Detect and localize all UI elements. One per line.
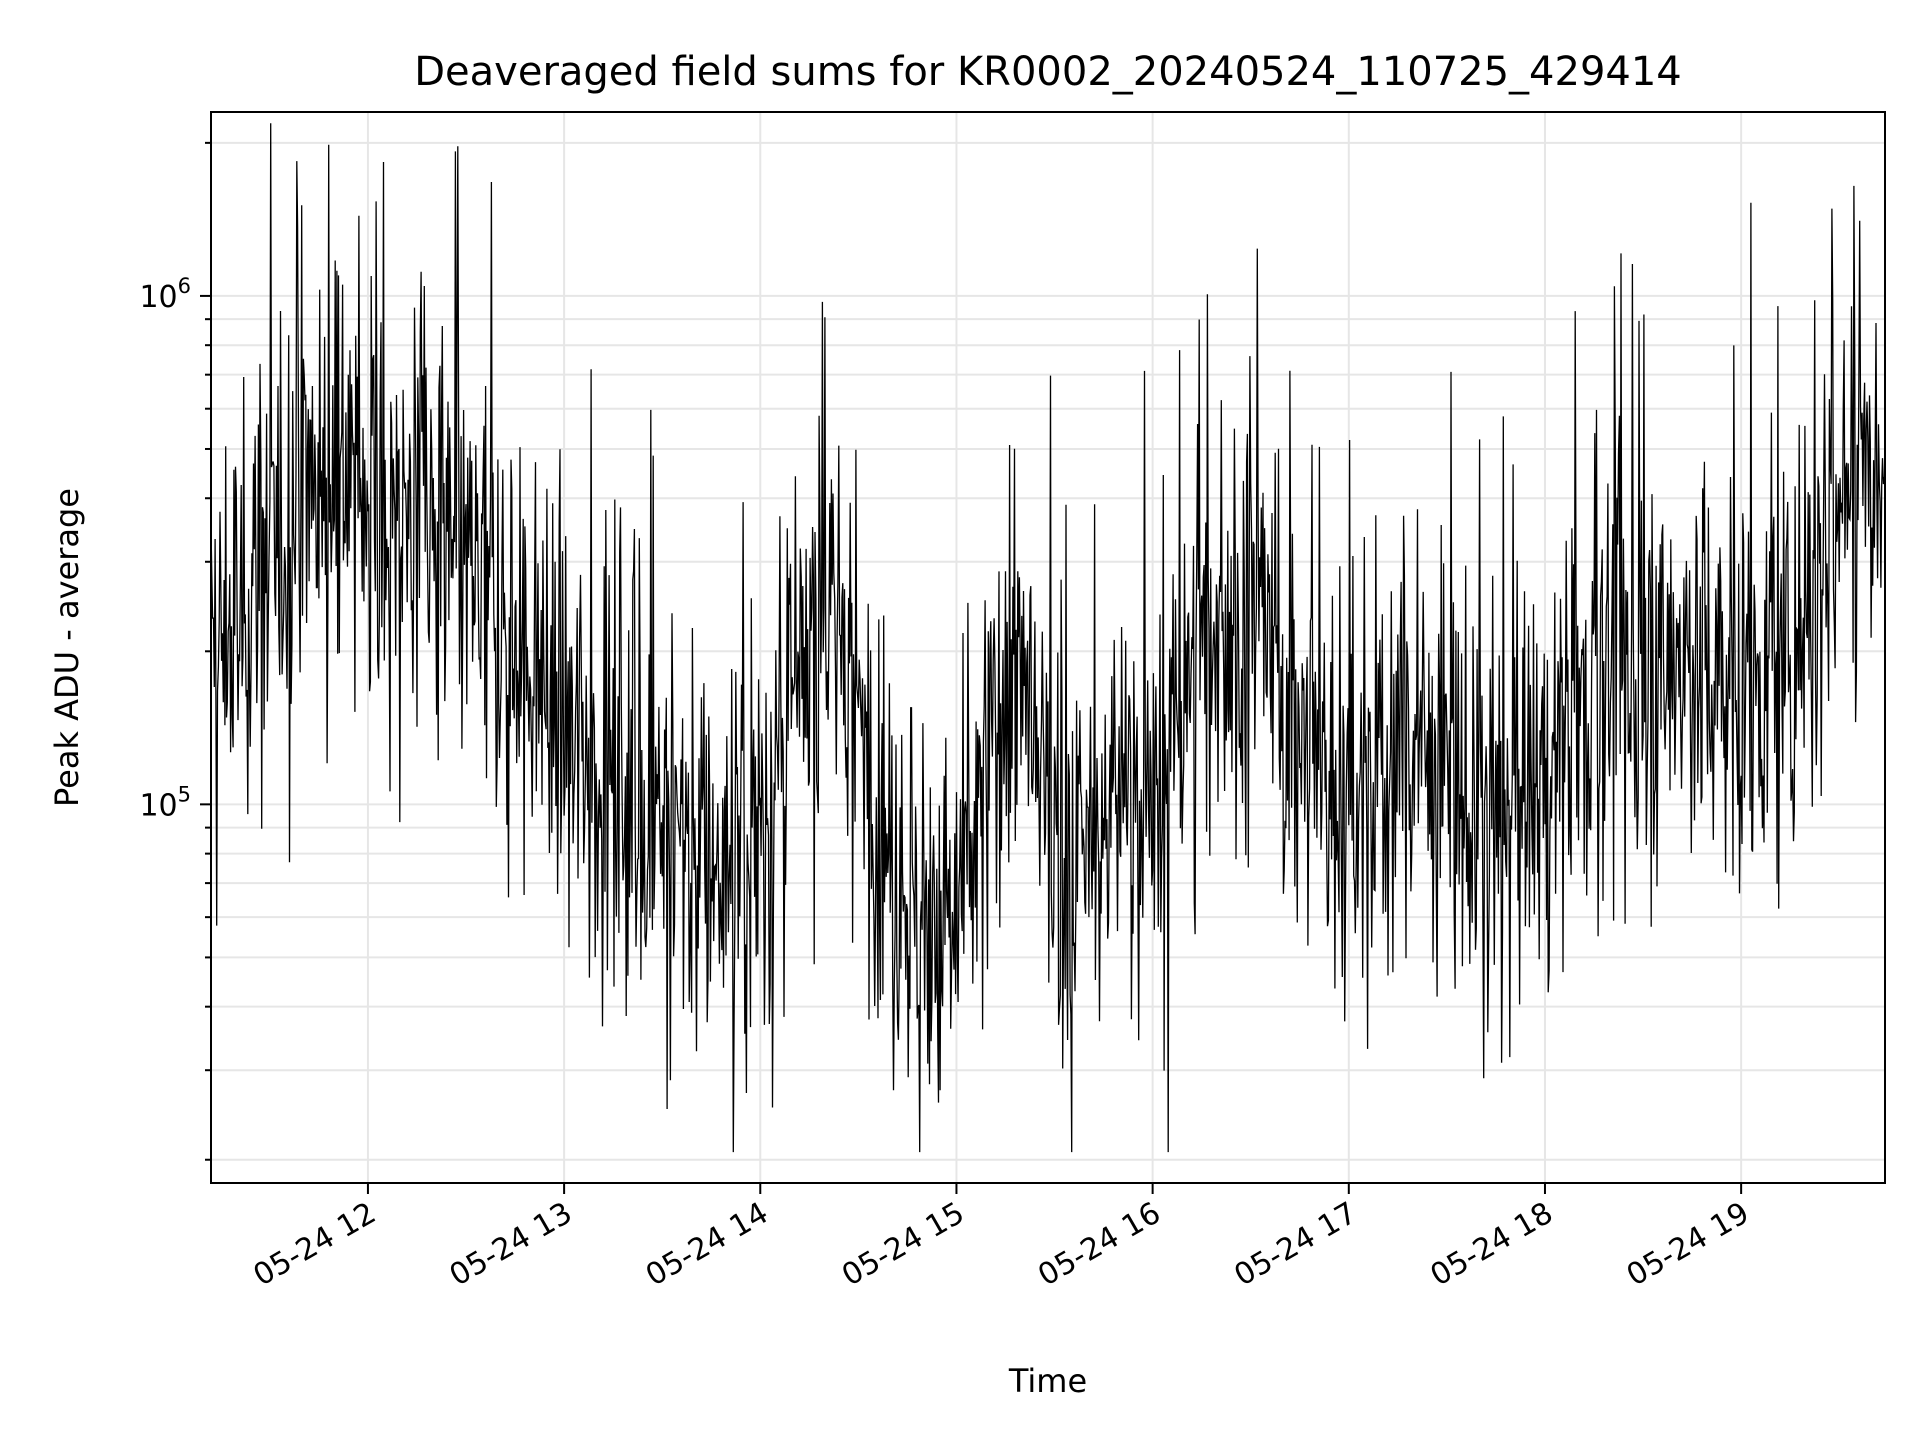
series-layer	[210, 123, 1886, 1153]
y-tick-exponent: 5	[178, 782, 191, 806]
y-tick-label: 106	[139, 274, 191, 315]
y-tick-exponent: 6	[178, 274, 191, 298]
x-axis-label: Time	[1008, 1362, 1087, 1400]
series-line	[210, 123, 1886, 1153]
y-tick-base: 10	[139, 280, 177, 315]
grid	[211, 112, 1885, 1183]
y-tick-base: 10	[139, 788, 177, 823]
plot-area-frame	[210, 111, 1886, 1184]
y-tick-label: 105	[139, 782, 191, 823]
y-axis-label: Peak ADU - average	[48, 488, 86, 807]
chart-title: Deaveraged field sums for KR0002_2024052…	[414, 49, 1682, 95]
